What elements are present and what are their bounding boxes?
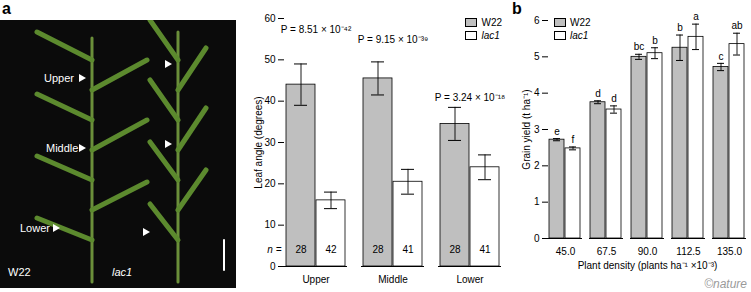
svg-text:P = 3.24 × 10⁻¹⁸: P = 3.24 × 10⁻¹⁸ — [435, 92, 505, 103]
svg-text:3: 3 — [534, 124, 540, 135]
svg-text:a: a — [693, 11, 699, 22]
svg-text:2: 2 — [534, 160, 540, 171]
svg-text:50: 50 — [264, 54, 276, 65]
html-text:b: b — [512, 0, 522, 17]
html-text:W22: W22 — [481, 17, 502, 28]
svg-text:ab: ab — [731, 20, 743, 31]
svg-text:b: b — [677, 22, 683, 33]
svg-text:c: c — [719, 51, 724, 62]
svg-text:P = 9.15 × 10⁻³⁹: P = 9.15 × 10⁻³⁹ — [358, 34, 428, 45]
svg-text:Grain yield (t ha⁻¹): Grain yield (t ha⁻¹) — [521, 89, 532, 169]
svg-text:41: 41 — [479, 244, 491, 255]
svg-text:0: 0 — [534, 233, 540, 244]
svg-text:f: f — [572, 134, 575, 145]
svg-text:28: 28 — [295, 244, 307, 255]
svg-text:n =: n = — [267, 244, 281, 255]
svg-text:42: 42 — [325, 244, 337, 255]
svg-text:d: d — [611, 93, 617, 104]
svg-text:4: 4 — [534, 87, 540, 98]
svg-text:Leaf angle (degrees): Leaf angle (degrees) — [253, 96, 264, 188]
svg-text:90.0: 90.0 — [638, 246, 658, 257]
html-text:lac1: lac1 — [570, 30, 589, 41]
svg-text:135.0: 135.0 — [717, 246, 742, 257]
html-text:©nature: ©nature — [704, 277, 747, 291]
svg-text:Lower: Lower — [456, 274, 484, 285]
svg-text:10: 10 — [264, 219, 276, 230]
svg-text:40: 40 — [264, 95, 276, 106]
html-text:lac1: lac1 — [112, 266, 133, 278]
html-text:lac1: lac1 — [481, 30, 500, 41]
html-text:W22: W22 — [8, 266, 31, 278]
svg-text:41: 41 — [402, 244, 414, 255]
html-text:Middle: Middle — [46, 142, 79, 154]
svg-text:b: b — [652, 35, 658, 46]
svg-text:45.0: 45.0 — [556, 246, 576, 257]
svg-text:bc: bc — [634, 41, 645, 52]
svg-text:Plant density (plants ha⁻¹ ×10: Plant density (plants ha⁻¹ ×10⁻³) — [578, 260, 718, 271]
html-text:Upper: Upper — [44, 72, 74, 84]
svg-text:28: 28 — [372, 244, 384, 255]
html-text:a: a — [2, 0, 11, 17]
svg-text:Upper: Upper — [302, 274, 330, 285]
svg-text:Middle: Middle — [378, 274, 408, 285]
svg-text:0: 0 — [270, 261, 276, 272]
html-text:W22: W22 — [570, 17, 591, 28]
svg-text:112.5: 112.5 — [676, 246, 701, 257]
html-text:Lower: Lower — [20, 222, 50, 234]
svg-text:P = 8.51 × 10⁻⁴²: P = 8.51 × 10⁻⁴² — [281, 24, 352, 35]
svg-text:5: 5 — [534, 51, 540, 62]
svg-text:30: 30 — [264, 137, 276, 148]
svg-text:20: 20 — [264, 178, 276, 189]
svg-text:67.5: 67.5 — [597, 246, 617, 257]
svg-text:d: d — [595, 88, 601, 99]
svg-text:1: 1 — [534, 196, 540, 207]
svg-text:e: e — [554, 126, 560, 137]
svg-text:28: 28 — [449, 244, 461, 255]
svg-text:6: 6 — [534, 15, 540, 26]
svg-text:60: 60 — [264, 13, 276, 24]
